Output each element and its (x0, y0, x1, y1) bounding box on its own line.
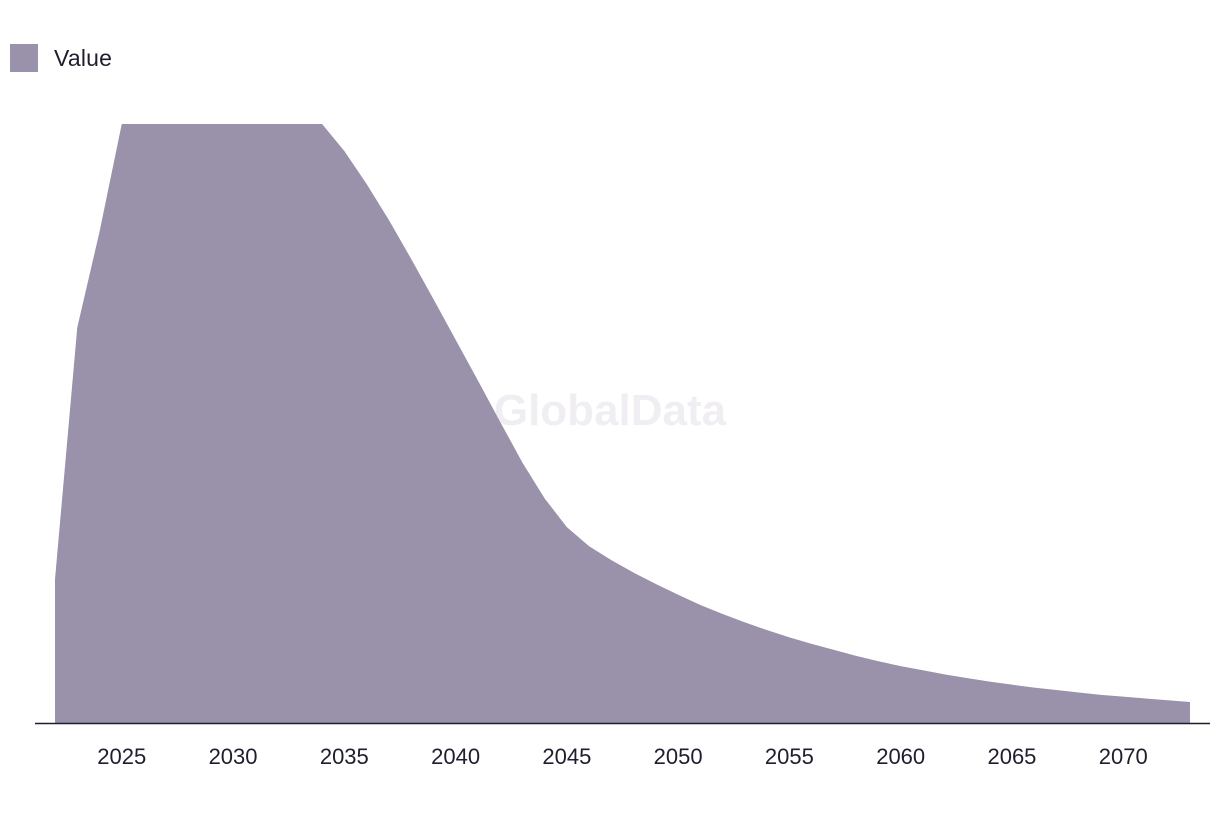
x-tick-label: 2040 (431, 744, 480, 769)
legend: Value (10, 44, 112, 72)
x-tick-label: 2070 (1099, 744, 1148, 769)
legend-label: Value (54, 44, 113, 71)
x-tick-label: 2035 (320, 744, 369, 769)
x-tick-label: 2050 (654, 744, 703, 769)
x-tick-label: 2060 (876, 744, 925, 769)
x-tick-label: 2025 (97, 744, 146, 769)
legend-swatch (10, 44, 38, 72)
x-tick-label: 2045 (542, 744, 591, 769)
x-tick-label: 2055 (765, 744, 814, 769)
watermark: GlobalData (494, 386, 727, 435)
x-tick-label: 2065 (987, 744, 1036, 769)
x-tick-label: 2030 (209, 744, 258, 769)
area-series-0 (55, 124, 1190, 723)
